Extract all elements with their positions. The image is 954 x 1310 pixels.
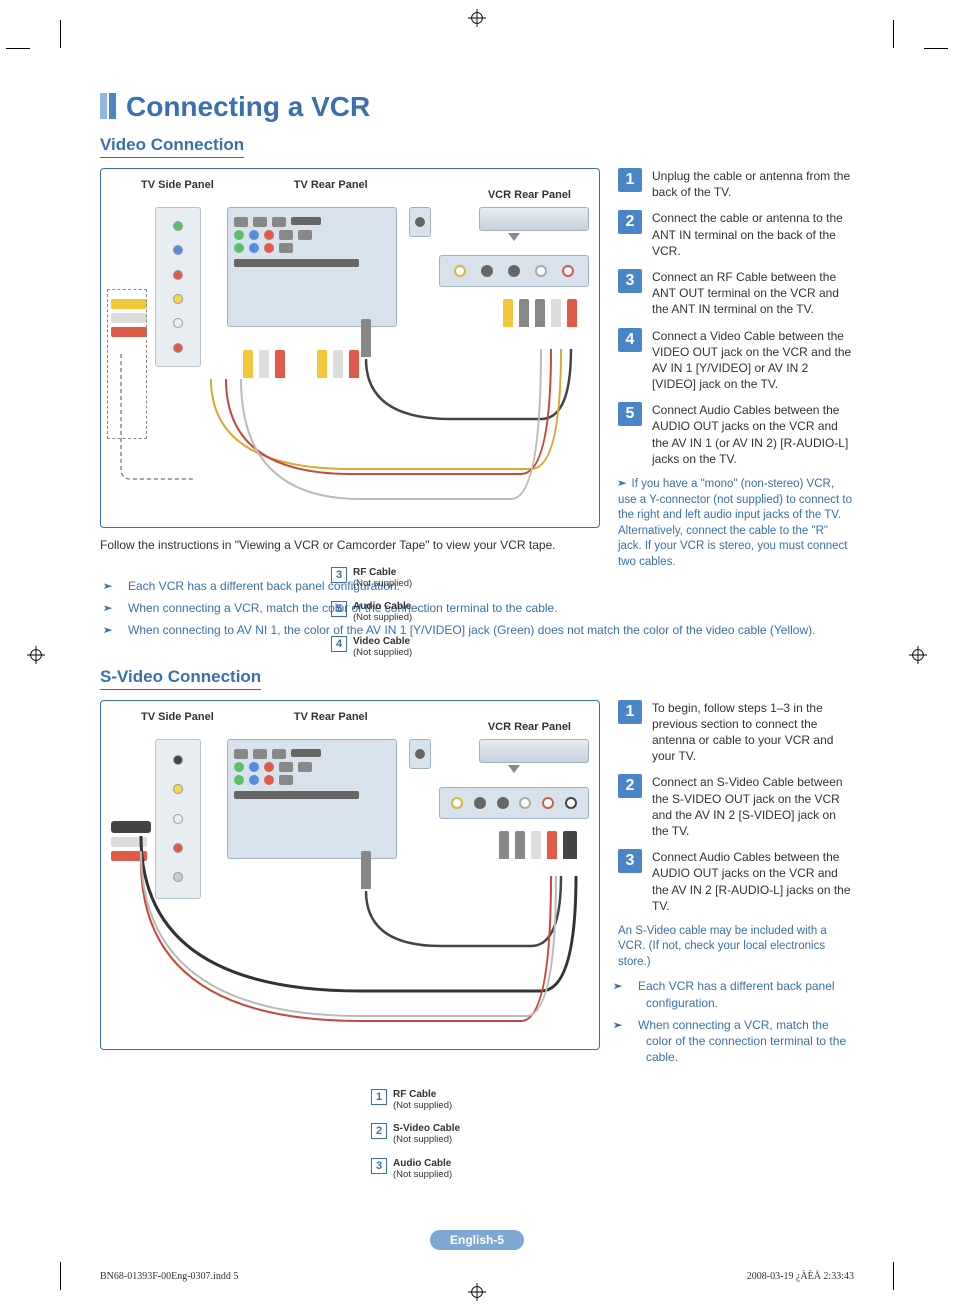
step-num: 3 <box>618 849 642 873</box>
vcr-rear-panel <box>439 255 589 287</box>
alt-connection-box <box>107 289 147 439</box>
vcr-unit <box>479 739 589 763</box>
tv-rear-panel <box>227 739 397 859</box>
step-num: 1 <box>618 700 642 724</box>
tv-rear-panel <box>227 207 397 327</box>
callout-sub: (Not supplied) <box>393 1169 452 1180</box>
section2-heading: S-Video Connection <box>100 667 261 690</box>
page-badge: English-5 <box>430 1230 524 1250</box>
step-text: Connect Audio Cables between the AUDIO O… <box>652 849 854 914</box>
tv-side-panel <box>155 207 201 367</box>
callout-num: 5 <box>331 601 347 617</box>
callout-sub: (Not supplied) <box>353 612 412 623</box>
step-num: 3 <box>618 269 642 293</box>
callout-num: 1 <box>371 1089 387 1105</box>
svideo-note: An S-Video cable may be included with a … <box>618 924 854 971</box>
mono-note: If you have a "mono" (non-stereo) VCR, u… <box>618 477 854 570</box>
reg-mark-top <box>467 8 487 28</box>
crop-mark <box>60 1262 61 1290</box>
callout-sub: (Not supplied) <box>393 1134 452 1145</box>
step-num: 5 <box>618 402 642 426</box>
note-item: Each VCR has a different back panel conf… <box>632 978 854 1010</box>
callout-num: 2 <box>371 1123 387 1139</box>
callout-sub: (Not supplied) <box>353 578 412 589</box>
step-num: 1 <box>618 168 642 192</box>
step-text: Connect an RF Cable between the ANT OUT … <box>652 269 854 318</box>
reg-mark-bottom <box>467 1282 487 1302</box>
tv-side-label: TV Side Panel <box>141 179 214 191</box>
step-text: Connect the cable or antenna to the ANT … <box>652 210 854 259</box>
callout-title: Audio Cable <box>393 1158 451 1169</box>
ant-terminal <box>409 207 431 237</box>
note-item: When connecting a VCR, match the color o… <box>632 1017 854 1066</box>
callout-num: 3 <box>331 567 347 583</box>
callout-sub: (Not supplied) <box>353 647 412 658</box>
step-text: Connect a Video Cable between the VIDEO … <box>652 328 854 393</box>
step-num: 4 <box>618 328 642 352</box>
callout-title: Audio Cable <box>353 601 411 612</box>
svideo-steps: 1 To begin, follow steps 1–3 in the previ… <box>618 700 854 914</box>
step-text: Unplug the cable or antenna from the bac… <box>652 168 854 200</box>
video-steps: 1 Unplug the cable or antenna from the ba… <box>618 168 854 467</box>
title-text: Connecting a VCR <box>126 91 370 123</box>
reg-mark-right <box>908 645 928 665</box>
tv-side-label: TV Side Panel <box>141 711 214 723</box>
callout-title: S-Video Cable <box>393 1123 460 1134</box>
footer-meta: BN68-01393F-00Eng-0307.indd 5 2008-03-19… <box>100 1271 854 1282</box>
ant-terminal <box>409 739 431 769</box>
footer-timestamp: 2008-03-19 ¿ÀÈÄ 2:33:43 <box>747 1271 854 1282</box>
step-text: Connect Audio Cables between the AUDIO O… <box>652 402 854 467</box>
svideo-connection-diagram: TV Side Panel TV Rear Panel VCR Rear Pan… <box>100 700 600 1050</box>
video-connection-diagram: TV Side Panel TV Rear Panel VCR Rear Pan… <box>100 168 600 528</box>
follow-text: Follow the instructions in "Viewing a VC… <box>100 538 600 552</box>
section2-notes: Each VCR has a different back panel conf… <box>618 978 854 1065</box>
crop-mark <box>893 20 894 48</box>
tv-side-panel <box>155 739 201 899</box>
vcr-unit <box>479 207 589 231</box>
crop-mark <box>893 1262 894 1290</box>
callout-sub: (Not supplied) <box>393 1100 452 1111</box>
callout-title: RF Cable <box>393 1089 436 1100</box>
crop-mark <box>6 48 30 49</box>
step-text: Connect an S-Video Cable between the S-V… <box>652 774 854 839</box>
step-num: 2 <box>618 210 642 234</box>
callout-title: Video Cable <box>353 636 410 647</box>
footer-file: BN68-01393F-00Eng-0307.indd 5 <box>100 1271 238 1282</box>
tv-rear-label: TV Rear Panel <box>294 711 368 723</box>
section1-heading: Video Connection <box>100 135 244 158</box>
callout-title: RF Cable <box>353 567 396 578</box>
tv-rear-label: TV Rear Panel <box>294 179 368 191</box>
title-bar-icon <box>100 93 118 119</box>
step-text: To begin, follow steps 1–3 in the previo… <box>652 700 854 765</box>
crop-mark <box>924 48 948 49</box>
vcr-rear-panel <box>439 787 589 819</box>
step-num: 2 <box>618 774 642 798</box>
page-title: Connecting a VCR <box>100 90 854 123</box>
crop-mark <box>60 20 61 48</box>
callout-num: 3 <box>371 1158 387 1174</box>
reg-mark-left <box>26 645 46 665</box>
callout-num: 4 <box>331 636 347 652</box>
